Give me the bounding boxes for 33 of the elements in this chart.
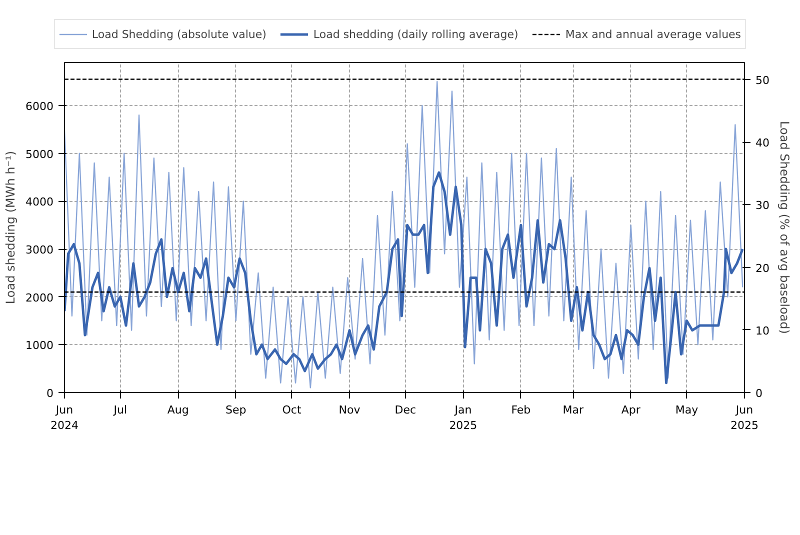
y2-tick-label: 40 (756, 136, 770, 150)
y-tick-label: 0 (46, 387, 54, 400)
y-tick-label: 6000 (26, 100, 54, 114)
x-tick-label: May (675, 404, 699, 416)
y-tick-label: 4000 (26, 196, 54, 209)
legend-label: Max and annual average values (565, 28, 742, 40)
y-axis-title: Load shedding (MWh h⁻¹) (4, 150, 18, 304)
y-tick-label: 3000 (26, 244, 54, 257)
legend-label: Load Shedding (absolute value) (92, 28, 266, 40)
y-tick-label: 2000 (26, 291, 54, 304)
y2-tick-label: 50 (756, 74, 770, 87)
y2-tick-label: 0 (756, 387, 762, 400)
line-series (64, 81, 744, 388)
x-tick-label: Nov (338, 404, 361, 416)
y2-tick-label: 10 (756, 324, 770, 338)
x-tick-label: Jun 2025 (730, 404, 759, 432)
x-tick-label: Dec (394, 404, 416, 416)
y2-axis-title: Load Shedding (% of avg baseload) (777, 121, 792, 334)
x-tick-label: Feb (511, 404, 531, 416)
y2-tick-label: 30 (756, 199, 770, 212)
y-tick-label: 1000 (26, 339, 54, 352)
x-tick-label: Sep (226, 404, 246, 416)
y2-tick-label: 20 (756, 262, 770, 275)
x-tick-label: Jun 2024 (50, 404, 79, 432)
x-tick-label: Mar (562, 404, 584, 416)
x-tick-label: Aug (167, 404, 189, 416)
x-tick-label: Jan 2025 (449, 404, 478, 432)
y-tick-label: 5000 (26, 148, 54, 161)
x-tick-label: Apr (621, 404, 641, 416)
legend-label: Load shedding (daily rolling average) (313, 28, 518, 40)
line-series (64, 171, 744, 384)
x-tick-label: Oct (282, 404, 302, 416)
x-tick-label: Jul (112, 404, 128, 416)
